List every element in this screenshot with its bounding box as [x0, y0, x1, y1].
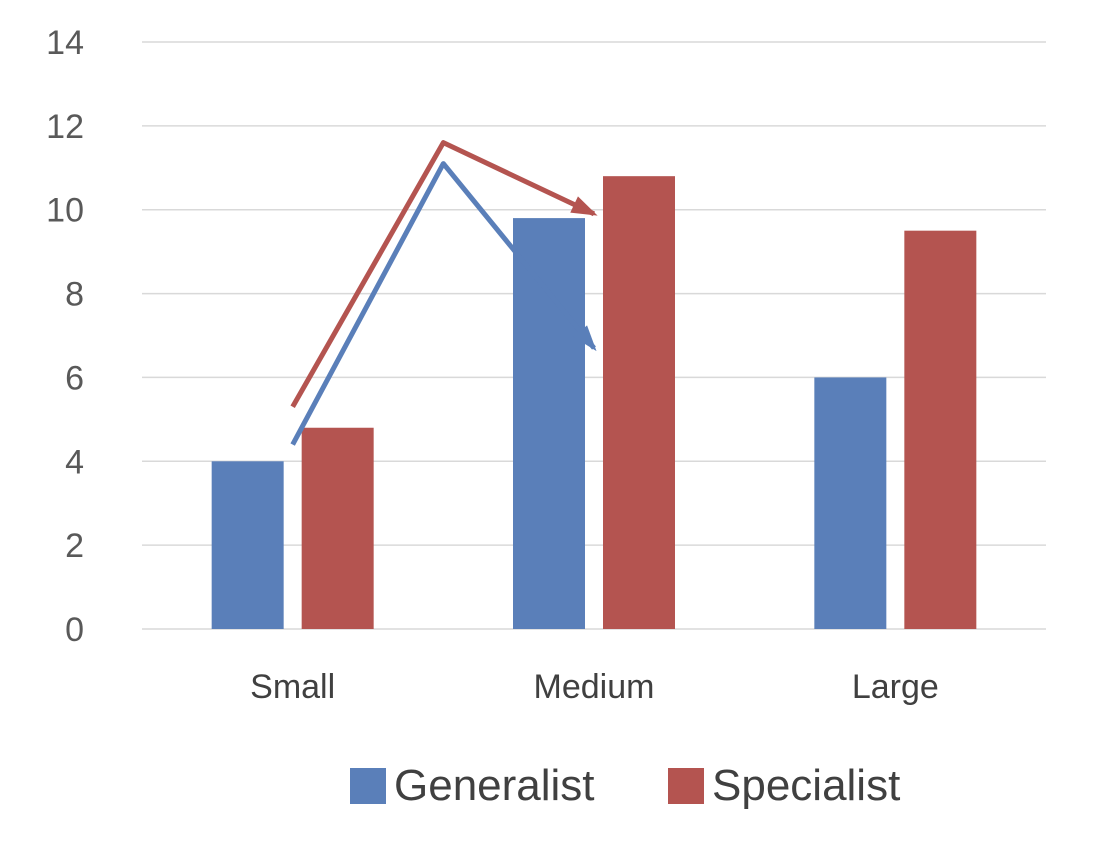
x-category-label: Medium [534, 668, 655, 706]
y-tick-label: 6 [65, 359, 84, 397]
y-tick-label: 8 [65, 276, 84, 314]
y-tick-label: 12 [46, 108, 84, 146]
y-tick-label: 2 [65, 527, 84, 565]
arrowhead-specialist [570, 196, 598, 216]
trend-arrow-specialist [290, 140, 598, 409]
legend-item-specialist: Specialist [668, 761, 900, 810]
y-tick-label: 4 [65, 443, 84, 481]
bar-specialist-small [301, 427, 374, 629]
trend-arrow-generalist [290, 161, 597, 446]
y-tick-label: 14 [46, 24, 84, 62]
trend-arrows [290, 140, 598, 446]
x-category-label: Small [250, 668, 335, 706]
y-axis-tick-labels: 0 2 4 6 8 10 12 14 [46, 24, 84, 649]
x-axis-category-labels: Small Medium Large [250, 668, 939, 706]
bar-generalist-medium [513, 218, 585, 629]
y-tick-label: 0 [65, 611, 84, 649]
trend-line-generalist [290, 161, 596, 446]
legend-swatch-specialist [668, 768, 704, 804]
legend: Generalist Specialist [350, 761, 900, 810]
legend-label-generalist: Generalist [394, 761, 595, 810]
legend-label-specialist: Specialist [712, 761, 900, 810]
bar-generalist-small [211, 461, 284, 629]
bar-generalist-large [814, 377, 887, 629]
x-category-label: Large [852, 668, 939, 706]
bars [211, 176, 977, 629]
arrowhead-generalist [573, 325, 597, 352]
legend-swatch-generalist [350, 768, 386, 804]
trend-line-specialist [290, 140, 596, 409]
bar-specialist-medium [603, 176, 675, 629]
gridlines [142, 41, 1046, 630]
y-tick-label: 10 [46, 192, 84, 230]
bar-specialist-large [904, 230, 977, 629]
legend-item-generalist: Generalist [350, 761, 595, 810]
